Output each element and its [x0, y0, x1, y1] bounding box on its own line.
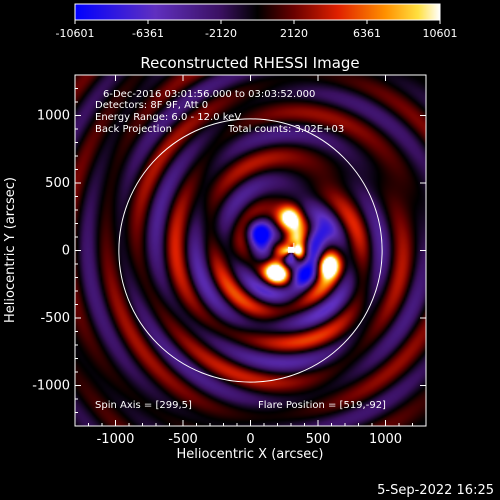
x-tick-label: -1000 — [97, 432, 135, 447]
x-axis-label: Heliocentric X (arcsec) — [177, 447, 324, 462]
annotation-detectors: Detectors: 8F 9F, Att 0 — [95, 100, 208, 111]
x-tick-label: 500 — [306, 432, 331, 447]
y-tick-label: 1000 — [37, 109, 70, 124]
chart-title: Reconstructed RHESSI Image — [140, 54, 359, 72]
colorbar-tick-label: 10601 — [423, 27, 458, 40]
y-axis-label: Heliocentric Y (arcsec) — [3, 177, 18, 323]
x-tick-label: 0 — [246, 432, 254, 447]
colorbar-tick-label: -2120 — [205, 27, 237, 40]
axis-ticks: -1000 -500 0 500 1000 -1000 -500 0 500 1000 — [32, 75, 426, 447]
y-tick-label: -1000 — [32, 379, 70, 394]
annotation-spin-axis: Spin Axis = [299,5] — [95, 400, 192, 411]
colorbar-tick-label: -10601 — [56, 27, 95, 40]
y-tick-label: -500 — [40, 311, 70, 326]
flare-position-marker — [287, 242, 295, 253]
colorbar-tick-label: 6361 — [353, 27, 381, 40]
colorbar-ticks: -10601 -6361 -2120 2120 6361 10601 — [56, 20, 458, 40]
x-tick-label: -500 — [168, 432, 198, 447]
colorbar-tick-label: -6361 — [132, 27, 164, 40]
heatmap-image — [75, 75, 426, 426]
solar-limb-circle — [118, 118, 383, 383]
annotation-flare-position: Flare Position = [519,-92] — [258, 400, 386, 411]
annotation-energy: Energy Range: 6.0 - 12.0 keV — [95, 112, 241, 123]
annotation-time-range: 6-Dec-2016 03:01:56.000 to 03:03:52.000 — [103, 89, 315, 100]
annotation-method: Back Projection — [95, 124, 172, 135]
flare-square — [287, 246, 294, 253]
colorbar — [74, 3, 441, 21]
annotation-counts: Total counts: 3.02E+03 — [227, 124, 344, 135]
y-tick-label: 0 — [62, 244, 70, 259]
x-tick-label: 1000 — [369, 432, 402, 447]
footer-date: 5-Sep-2022 16:25 — [377, 483, 494, 498]
y-tick-label: 500 — [45, 176, 70, 191]
colorbar-tick-label: 2120 — [280, 27, 308, 40]
